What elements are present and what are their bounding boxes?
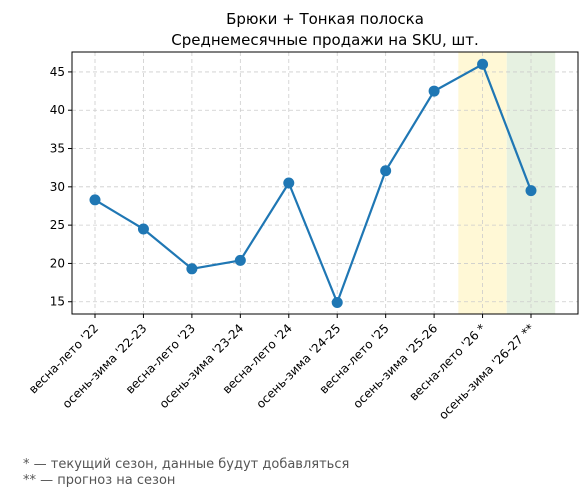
y-axis: 15 20 25 30 35 40 45	[50, 65, 72, 309]
data-point	[428, 85, 440, 97]
highlight-spans	[458, 52, 556, 314]
data-point	[477, 58, 489, 70]
chart-title: Брюки + Тонкая полоска	[226, 10, 424, 28]
x-tick-label: осень-зима '23-24	[157, 321, 247, 411]
grid	[72, 52, 578, 314]
data-point	[186, 263, 198, 275]
data-point	[234, 254, 246, 266]
y-tick-label: 40	[50, 103, 65, 117]
x-tick-label: осень-зима '25-26	[350, 321, 440, 411]
chart-subtitle: Среднемесячные продажи на SKU, шт.	[171, 31, 479, 49]
data-point	[283, 177, 295, 189]
y-tick-label: 15	[50, 295, 65, 309]
highlight-span-1	[458, 52, 507, 314]
y-tick-label: 45	[50, 65, 65, 79]
y-tick-label: 20	[50, 256, 65, 270]
series-line	[94, 63, 533, 304]
data-point	[331, 297, 343, 309]
footnote-current-season: * — текущий сезон, данные будут добавлят…	[23, 457, 350, 472]
plot-frame	[71, 51, 579, 315]
y-tick-label: 30	[50, 180, 65, 194]
footnote-forecast: ** — прогноз на сезон	[23, 473, 176, 488]
data-point	[525, 185, 537, 197]
series-layer	[89, 58, 537, 309]
x-tick-label: осень-зима '22-23	[60, 321, 150, 411]
x-tick-label: осень-зима '26-27 **	[436, 321, 537, 422]
data-point	[380, 165, 392, 177]
highlight-span-2	[506, 52, 556, 314]
data-point	[137, 223, 149, 235]
y-tick-label: 25	[50, 218, 65, 232]
x-tick-label: осень-зима '24-25	[253, 321, 343, 411]
data-point	[89, 194, 101, 206]
y-tick-label: 35	[50, 142, 65, 156]
